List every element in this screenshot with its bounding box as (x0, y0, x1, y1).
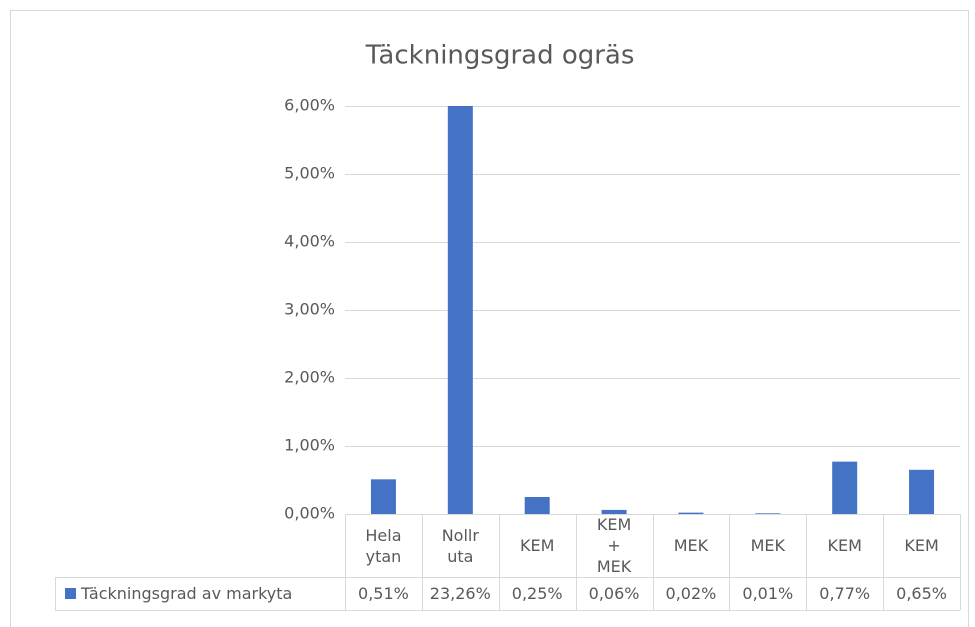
bar (524, 497, 550, 514)
grid (345, 106, 960, 515)
x-tick-label: Hela ytan (365, 525, 402, 566)
bar (909, 469, 935, 514)
chart-title: Täckningsgrad ogräs (365, 41, 635, 71)
data-table-value: 0,02% (665, 584, 717, 603)
table-line (806, 514, 807, 610)
x-tick-label-cell: KEM (883, 514, 960, 577)
x-tick-label-cell: MEK (653, 514, 730, 577)
x-tick-label: KEM (827, 536, 862, 555)
y-tick-label: 5,00% (284, 164, 335, 183)
x-tick-label: MEK (750, 536, 786, 555)
data-table-value: 0,51% (358, 584, 409, 603)
table-line (499, 514, 500, 610)
x-tick-label-cell: Nollruta (422, 514, 499, 577)
bar (755, 513, 781, 514)
legend-entry: Täckningsgrad av markyta (55, 577, 345, 610)
x-tick-label: KEM+ MEK (596, 515, 632, 576)
table-line (55, 610, 960, 611)
data-table-value: 0,65% (896, 584, 947, 603)
table-line (960, 514, 961, 610)
x-tick-label-cell: KEM+ MEK (576, 514, 653, 577)
legend-label: Täckningsgrad av markyta (81, 584, 293, 603)
bar (370, 479, 396, 514)
y-tick-label: 0,00% (284, 504, 335, 523)
data-table-value: 0,77% (819, 584, 871, 603)
table-line (729, 514, 730, 610)
table-line (422, 514, 423, 610)
y-tick-label: 4,00% (284, 232, 335, 251)
table-line (653, 514, 654, 610)
table-line (55, 577, 960, 578)
y-tick-label: 1,00% (284, 436, 335, 455)
table-line (345, 514, 346, 610)
y-tick-label: 2,00% (284, 368, 335, 387)
bar (678, 512, 704, 514)
x-tick-label-cell: Hela ytan (345, 514, 422, 577)
data-table-value: 0,25% (511, 584, 563, 603)
x-tick-label-cell: MEK (729, 514, 806, 577)
bar (447, 106, 473, 514)
table-line (576, 514, 577, 610)
table-line (55, 577, 56, 610)
x-tick-label: MEK (673, 536, 709, 555)
table-line (883, 514, 884, 610)
data-table-value: 0,06% (588, 584, 640, 603)
chart-frame (10, 10, 969, 627)
bar (832, 461, 858, 514)
bar (601, 509, 627, 514)
data-table-value: 23,26% (429, 584, 491, 603)
legend-swatch (65, 588, 76, 599)
x-tick-label: KEM (904, 536, 939, 555)
y-tick-label: 6,00% (284, 96, 335, 115)
x-tick-label-cell: KEM (806, 514, 883, 577)
bars (370, 106, 935, 514)
table-line (345, 514, 960, 515)
x-tick-label-cell: KEM (499, 514, 576, 577)
x-tick-label: KEM (519, 536, 555, 555)
data-table-value: 0,01% (742, 584, 794, 603)
x-tick-label: Nollruta (441, 525, 479, 566)
y-tick-label: 3,00% (284, 300, 335, 319)
